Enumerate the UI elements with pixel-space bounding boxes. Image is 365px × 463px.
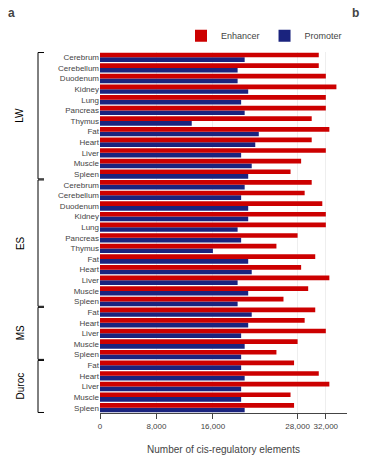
svg-text:Kidney: Kidney [75, 212, 99, 221]
svg-text:Lung: Lung [81, 96, 99, 105]
svg-text:Fat: Fat [87, 255, 99, 264]
svg-text:Liver: Liver [82, 382, 100, 391]
svg-text:8,000: 8,000 [146, 422, 167, 431]
svg-text:Muscle: Muscle [74, 393, 100, 402]
svg-text:Spleen: Spleen [74, 170, 99, 179]
svg-text:Heart: Heart [79, 265, 99, 274]
svg-text:Thymus: Thymus [71, 117, 99, 126]
svg-text:Promoter: Promoter [305, 31, 342, 41]
svg-text:ES: ES [15, 236, 26, 250]
svg-text:Cerebrum: Cerebrum [63, 53, 99, 62]
svg-text:a: a [8, 6, 15, 20]
svg-text:Pancreas: Pancreas [65, 106, 99, 115]
svg-text:Fat: Fat [87, 127, 99, 136]
svg-text:Liver: Liver [82, 149, 100, 158]
svg-text:Heart: Heart [79, 319, 99, 328]
svg-text:Heart: Heart [79, 372, 99, 381]
svg-text:0: 0 [98, 422, 103, 431]
svg-text:Lung: Lung [81, 223, 99, 232]
svg-text:Muscle: Muscle [74, 287, 100, 296]
svg-text:Number of cis-regulatory eleme: Number of cis-regulatory elements [147, 444, 300, 455]
svg-text:Liver: Liver [82, 276, 100, 285]
svg-text:Liver: Liver [82, 329, 100, 338]
svg-text:Cerebellum: Cerebellum [58, 191, 99, 200]
svg-text:Kidney: Kidney [75, 85, 99, 94]
svg-text:Spleen: Spleen [74, 350, 99, 359]
svg-text:28,000: 28,000 [285, 422, 310, 431]
svg-text:MS: MS [15, 325, 26, 340]
svg-text:Cerebrum: Cerebrum [63, 181, 99, 190]
svg-text:Muscle: Muscle [74, 340, 100, 349]
svg-text:Duroc: Duroc [15, 373, 26, 400]
svg-text:Spleen: Spleen [74, 297, 99, 306]
svg-text:Duodenum: Duodenum [60, 74, 99, 83]
svg-text:Muscle: Muscle [74, 159, 100, 168]
svg-text:Fat: Fat [87, 308, 99, 317]
svg-text:Cerebellum: Cerebellum [58, 64, 99, 73]
svg-text:Thymus: Thymus [71, 244, 99, 253]
svg-text:Enhancer: Enhancer [221, 31, 260, 41]
svg-text:LW: LW [14, 108, 25, 123]
svg-text:b: b [352, 6, 359, 20]
svg-text:Spleen: Spleen [74, 403, 99, 412]
svg-text:Duodenum: Duodenum [60, 202, 99, 211]
svg-text:Pancreas: Pancreas [65, 234, 99, 243]
svg-text:16,000: 16,000 [201, 422, 226, 431]
svg-text:Fat: Fat [87, 361, 99, 370]
svg-text:32,000: 32,000 [314, 422, 339, 431]
svg-text:Heart: Heart [79, 138, 99, 147]
